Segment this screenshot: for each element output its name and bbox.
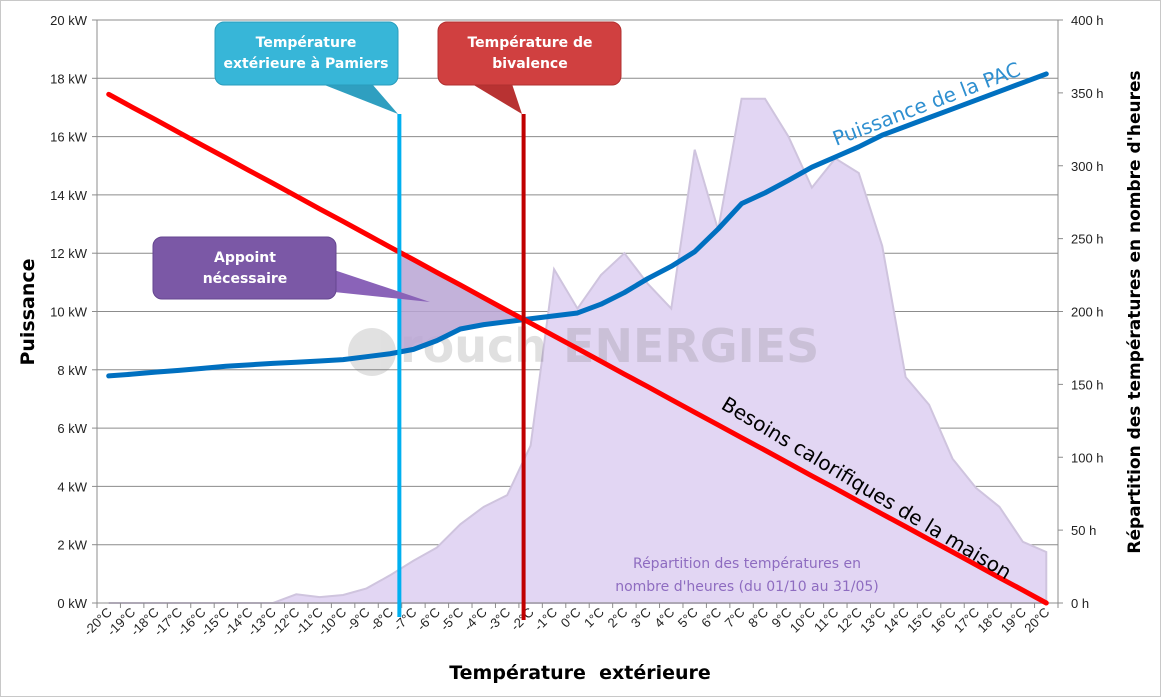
y-axis-title: Puissance — [17, 258, 39, 365]
callout-pamiers: Température extérieure à Pamiers — [214, 21, 399, 114]
appoint-area — [399, 252, 524, 353]
y2-tick-label: 300 h — [1071, 159, 1104, 174]
callout-appoint: Appoint nécessaire — [152, 236, 430, 302]
pac-power-line — [106, 71, 1049, 379]
callout-pamiers-line2: extérieure à Pamiers — [224, 56, 389, 72]
area-series-label-line2: nombre d'heures (du 01/10 au 31/05) — [615, 579, 879, 595]
watermark-logo-icon — [348, 328, 396, 376]
y-tick-label: 0 kW — [57, 596, 87, 611]
y2-tick-label: 150 h — [1071, 377, 1104, 392]
y2-axis-title: Répartition des températures en nombre d… — [1125, 70, 1145, 553]
y2-tick-label: 250 h — [1071, 232, 1104, 247]
area-series-label-line1: Répartition des températures en — [633, 556, 861, 572]
y-tick-label: 18 kW — [50, 71, 88, 86]
appoint-shaded-region — [399, 252, 524, 353]
y2-tick-label: 100 h — [1071, 450, 1104, 465]
y2-tick-label: 350 h — [1071, 86, 1104, 101]
y-tick-label: 4 kW — [57, 479, 87, 494]
y2-tick-label: 200 h — [1071, 305, 1104, 320]
y-tick-label: 6 kW — [57, 421, 87, 436]
callout-bivalence-line1: Température de — [467, 35, 592, 51]
callout-appoint-line2: nécessaire — [203, 271, 288, 287]
y-tick-label: 2 kW — [57, 538, 87, 553]
y-tick-label: 12 kW — [50, 246, 88, 261]
callout-appoint-line1: Appoint — [214, 250, 276, 266]
callout-bivalence-line2: bivalence — [492, 56, 567, 72]
y-tick-label: 10 kW — [50, 305, 88, 320]
heat-demand-line — [106, 91, 1049, 606]
y2-tick-label: 50 h — [1071, 523, 1096, 538]
x-axis-title: Température extérieure — [449, 662, 711, 684]
y-tick-label: 20 kW — [50, 13, 88, 28]
y2-tick-label: 0 h — [1071, 596, 1089, 611]
callout-pamiers-line1: Température — [256, 35, 357, 51]
y2-tick-label: 400 h — [1071, 13, 1104, 28]
vertical-markers — [397, 114, 526, 620]
y-tick-label: 14 kW — [50, 188, 88, 203]
line-series — [106, 71, 1049, 606]
callout-bivalence: Température de bivalence — [437, 21, 622, 114]
y-tick-label: 16 kW — [50, 130, 88, 145]
y-tick-label: 8 kW — [57, 363, 87, 378]
